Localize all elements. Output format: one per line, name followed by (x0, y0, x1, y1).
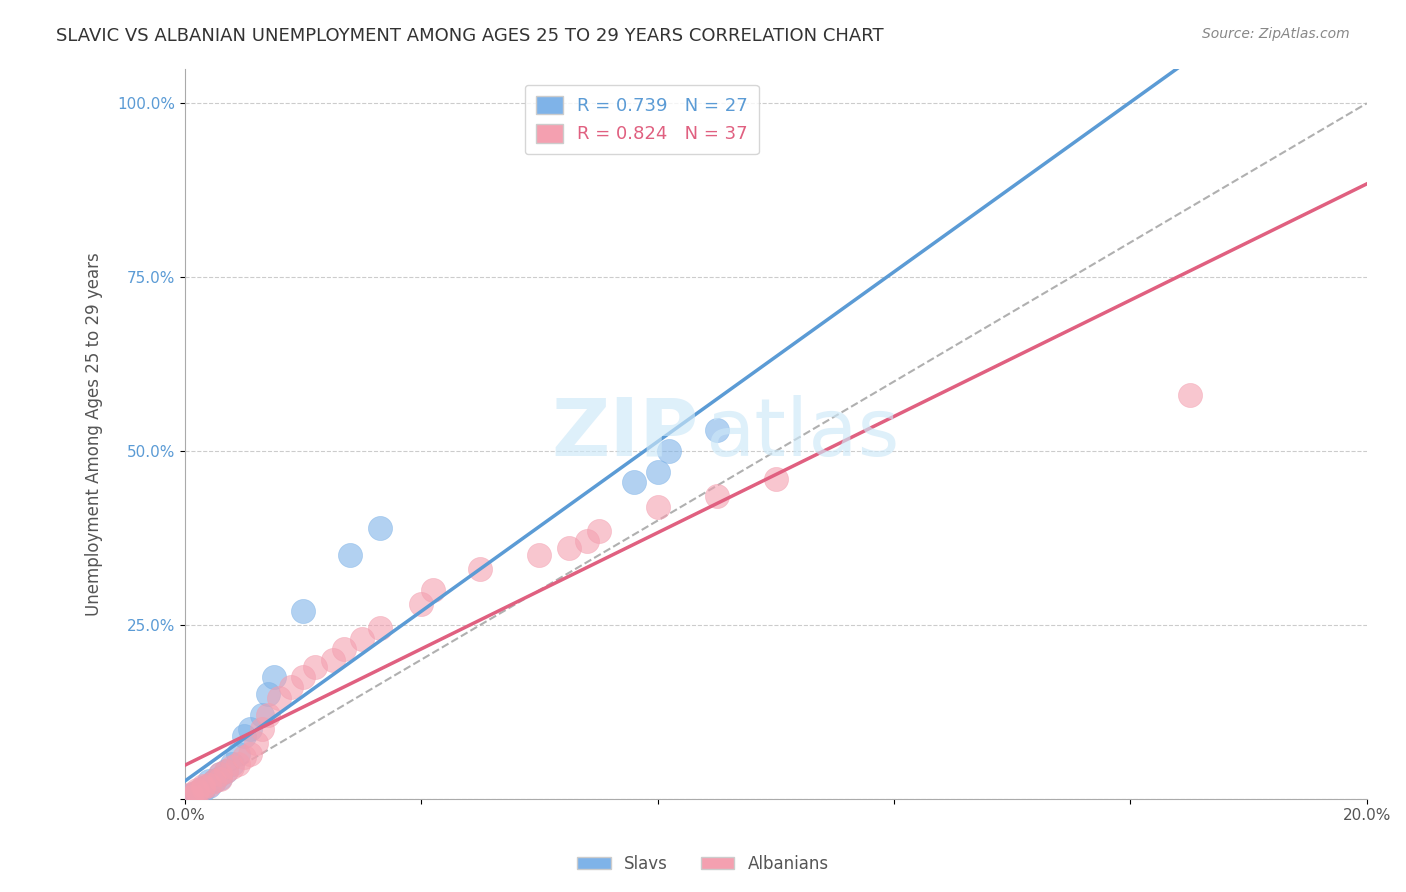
Point (529, 549, 551, 563)
Point (215, 764, 238, 778)
Point (588, 524, 610, 538)
Point (197, 779, 219, 793)
Point (191, 781, 214, 796)
Point (180, 789, 202, 803)
Point (263, 670, 285, 684)
Point (191, 779, 214, 793)
Point (180, 788, 202, 802)
Point (280, 681, 302, 695)
Point (221, 760, 243, 774)
Point (368, 621, 391, 635)
Point (304, 659, 326, 673)
Point (209, 767, 232, 781)
Point (180, 789, 202, 804)
Point (233, 750, 256, 764)
Point (221, 756, 243, 771)
Point (422, 583, 444, 598)
Text: SLAVIC VS ALBANIAN UNEMPLOYMENT AMONG AGES 25 TO 29 YEARS CORRELATION CHART: SLAVIC VS ALBANIAN UNEMPLOYMENT AMONG AG… (56, 27, 884, 45)
Point (333, 642, 356, 657)
Point (239, 747, 262, 761)
Point (352, 632, 374, 646)
Legend: Slavs, Albanians: Slavs, Albanians (571, 848, 835, 880)
Point (269, 690, 291, 705)
Point (197, 774, 219, 789)
Point (322, 653, 344, 667)
Point (765, 472, 787, 486)
Point (706, 489, 728, 503)
Point (256, 708, 278, 723)
Point (647, 465, 669, 479)
Point (256, 688, 278, 702)
Point (250, 723, 273, 737)
Point (647, 500, 669, 514)
Point (1178, 388, 1201, 402)
Point (180, 787, 202, 801)
Point (197, 778, 219, 792)
Point (250, 708, 273, 723)
Point (470, 562, 492, 576)
Point (706, 423, 728, 437)
Point (204, 774, 226, 789)
Point (658, 444, 681, 458)
Point (226, 756, 249, 771)
Point (339, 549, 361, 563)
Text: ZIP: ZIP (551, 394, 699, 473)
Point (226, 747, 249, 761)
Point (575, 534, 598, 549)
Point (186, 785, 208, 799)
Point (623, 475, 645, 490)
Point (209, 767, 232, 781)
Point (186, 786, 208, 800)
Point (191, 781, 214, 796)
Y-axis label: Unemployment Among Ages 25 to 29 years: Unemployment Among Ages 25 to 29 years (86, 252, 103, 615)
Point (245, 736, 267, 750)
Point (215, 764, 238, 778)
Point (233, 729, 256, 743)
Point (186, 783, 208, 797)
Point (209, 771, 232, 785)
Point (180, 789, 202, 804)
Point (368, 520, 391, 534)
Point (292, 604, 315, 618)
Text: atlas: atlas (704, 394, 900, 473)
Point (209, 772, 232, 787)
Text: Source: ZipAtlas.com: Source: ZipAtlas.com (1202, 27, 1350, 41)
Point (558, 541, 581, 556)
Point (191, 783, 214, 797)
Point (186, 785, 208, 799)
Point (239, 723, 262, 737)
Point (292, 670, 315, 684)
Legend: R = 0.739   N = 27, R = 0.824   N = 37: R = 0.739 N = 27, R = 0.824 N = 37 (524, 85, 759, 154)
Point (411, 597, 433, 611)
Point (204, 774, 226, 789)
